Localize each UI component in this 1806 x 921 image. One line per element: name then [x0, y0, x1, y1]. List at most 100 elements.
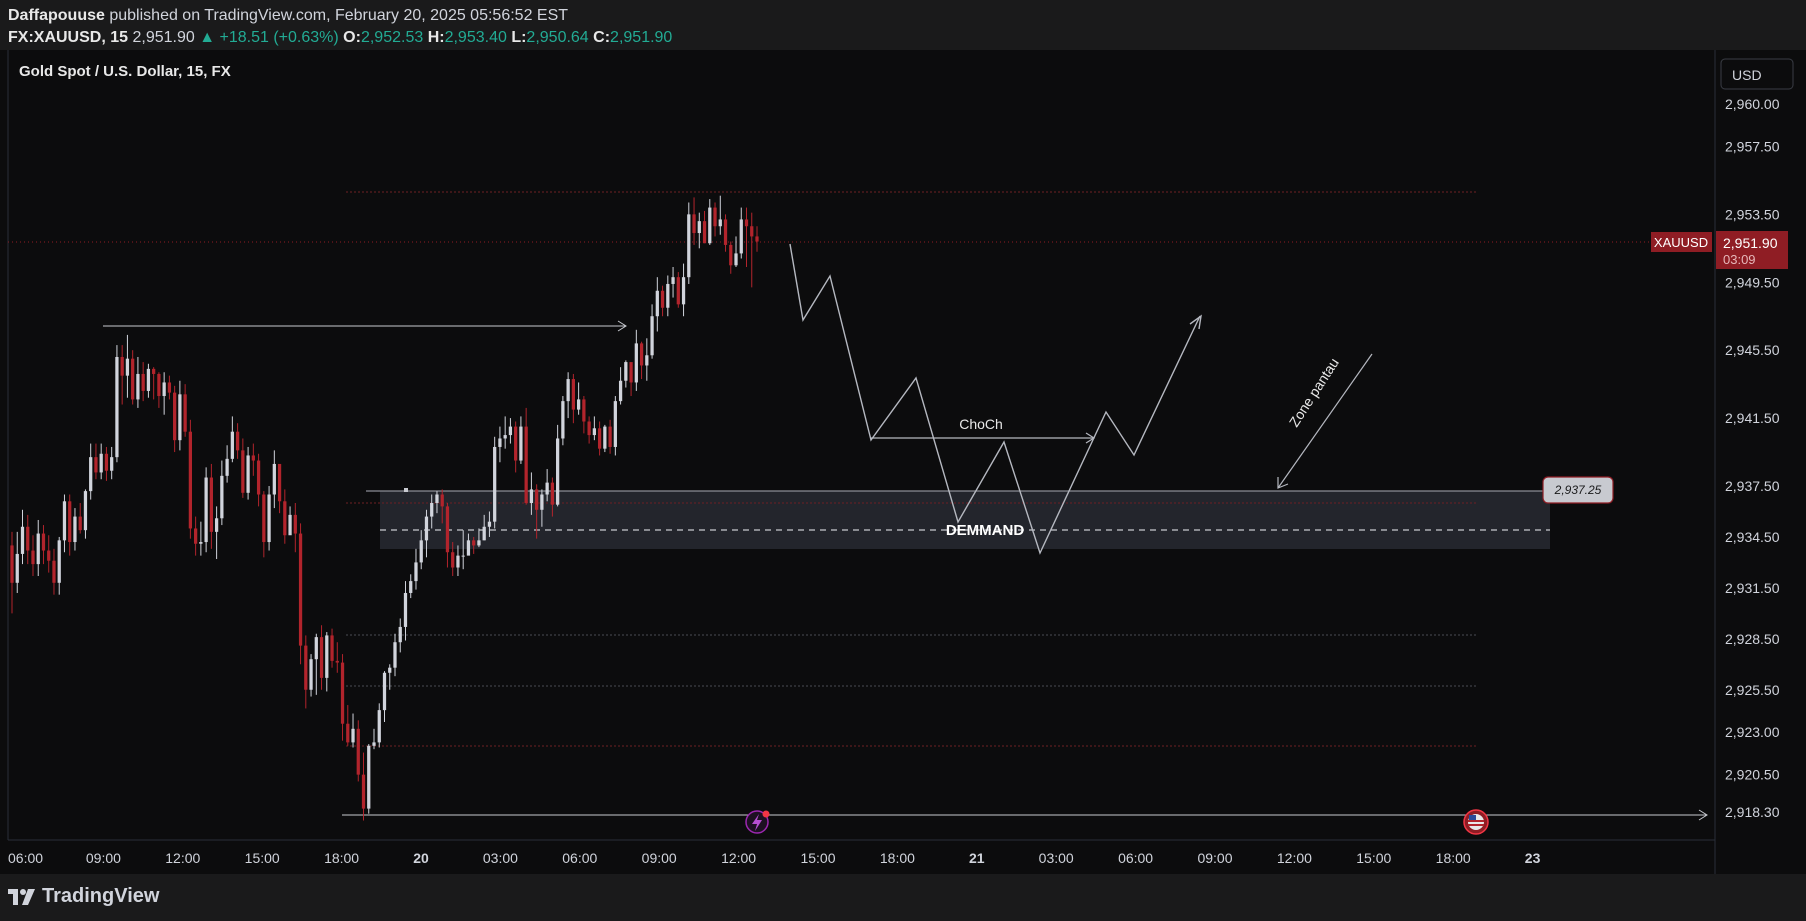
lightning-event-icon[interactable]	[745, 810, 770, 834]
choch-label[interactable]: ChoCh	[959, 416, 1003, 432]
candle	[20, 509, 25, 565]
candle	[288, 506, 292, 536]
candle	[194, 516, 198, 556]
candle	[388, 664, 392, 690]
symbol-badge	[1651, 232, 1712, 252]
candle	[136, 356, 140, 408]
open-label: O:	[343, 29, 361, 46]
candle	[744, 207, 749, 267]
arrow-head	[1085, 432, 1096, 444]
time-tick-label: 21	[969, 850, 985, 866]
candle	[445, 502, 450, 568]
open-value: 2,952.53	[360, 29, 424, 46]
candle	[340, 654, 345, 741]
candle	[209, 463, 213, 549]
candle	[461, 530, 465, 570]
demand-label[interactable]: DEMMAND	[946, 522, 1024, 539]
candle	[319, 625, 324, 690]
time-tick-label: 12:00	[165, 850, 200, 866]
candle	[639, 341, 644, 380]
projection-path[interactable]	[789, 243, 1201, 555]
candle	[372, 728, 376, 750]
time-tick-label: 03:00	[483, 850, 518, 866]
candle	[729, 241, 733, 274]
currency-button[interactable]	[1720, 58, 1794, 90]
candle	[94, 443, 98, 480]
candle	[514, 421, 518, 473]
candle	[477, 528, 481, 548]
candle	[687, 202, 691, 284]
symbol-label: FX:XAUUSD, 15	[8, 29, 129, 46]
candle	[487, 511, 492, 537]
candle	[750, 212, 754, 288]
candle	[199, 521, 203, 556]
candle	[713, 202, 717, 237]
candle	[409, 574, 413, 599]
candle	[550, 477, 555, 517]
candle	[62, 494, 67, 553]
candle	[466, 533, 471, 556]
candle	[204, 467, 208, 553]
candle	[660, 285, 665, 317]
candle	[571, 373, 575, 424]
price-badge-countdown: 03:09	[1723, 252, 1756, 267]
level-tag-value: 2,937.25	[1554, 483, 1602, 497]
candle	[561, 396, 565, 446]
candle	[251, 443, 255, 476]
footer-bar: TradingView	[0, 874, 1806, 921]
time-axis[interactable]: 06:00 09:00 12:00 15:00 18:00 20 03:00 06:00 09:…	[8, 850, 1541, 866]
chart-area[interactable]: Gold Spot / U.S. Dollar, 15, FX USD ChoC…	[0, 50, 1806, 874]
line-anchor-dot[interactable]	[404, 488, 408, 492]
author-name[interactable]: Daffapouuse	[8, 7, 105, 24]
zone-label[interactable]: Zone pantau	[1286, 355, 1342, 430]
price-badge-value: 2,951.90	[1723, 235, 1778, 251]
level-tag[interactable]	[1542, 476, 1614, 504]
candle	[629, 362, 633, 397]
zone-arrow[interactable]	[1277, 353, 1373, 489]
candle	[393, 633, 397, 677]
candle	[608, 419, 612, 454]
candle	[173, 385, 177, 453]
candle	[146, 363, 151, 398]
candle	[482, 514, 486, 541]
candle	[235, 423, 240, 459]
candle	[655, 277, 659, 332]
price-tick-label: 2,934.50	[1725, 529, 1780, 545]
up-triangle-icon: ▲	[199, 29, 216, 46]
legend-title: Gold Spot / U.S. Dollar, 15, FX	[19, 63, 231, 80]
symbol-badge-label: XAUUSD	[1654, 235, 1708, 250]
candle	[524, 407, 528, 505]
price-axis[interactable]: 2,960.00 2,957.50 2,953.50 2,949.50 2,945.50…	[1725, 96, 1780, 820]
price-tick-label: 2,920.50	[1725, 767, 1780, 783]
candle	[545, 469, 549, 502]
chart-svg[interactable]: Gold Spot / U.S. Dollar, 15, FX USD ChoC…	[0, 50, 1806, 874]
arrow-head	[1189, 314, 1202, 330]
time-tick-label: 15:00	[800, 850, 835, 866]
candle	[178, 380, 182, 451]
time-tick-label: 18:00	[1436, 850, 1471, 866]
time-tick-label: 18:00	[880, 850, 915, 866]
candle	[120, 345, 124, 405]
demand-zone[interactable]	[380, 491, 1550, 549]
tradingview-logo[interactable]: TradingView	[8, 885, 159, 908]
candle	[298, 523, 303, 665]
candle	[377, 703, 381, 748]
candle	[576, 382, 581, 415]
candle	[230, 416, 234, 463]
candle	[734, 236, 738, 267]
time-tick-label: 15:00	[1356, 850, 1391, 866]
price-tick-label: 2,928.50	[1725, 631, 1780, 647]
candle	[456, 545, 460, 576]
candle	[220, 460, 224, 526]
candle	[52, 548, 56, 595]
candle	[666, 275, 670, 317]
candle	[304, 635, 308, 709]
time-tick-label: 18:00	[324, 850, 359, 866]
candle	[115, 345, 119, 463]
tv-logo-icon	[8, 888, 35, 905]
time-tick-label: 03:00	[1039, 850, 1074, 866]
candle	[41, 525, 46, 565]
high-value: 2,953.40	[444, 29, 507, 46]
price-tick-label: 2,931.50	[1725, 580, 1780, 596]
us-flag-event-icon[interactable]	[1463, 809, 1489, 835]
